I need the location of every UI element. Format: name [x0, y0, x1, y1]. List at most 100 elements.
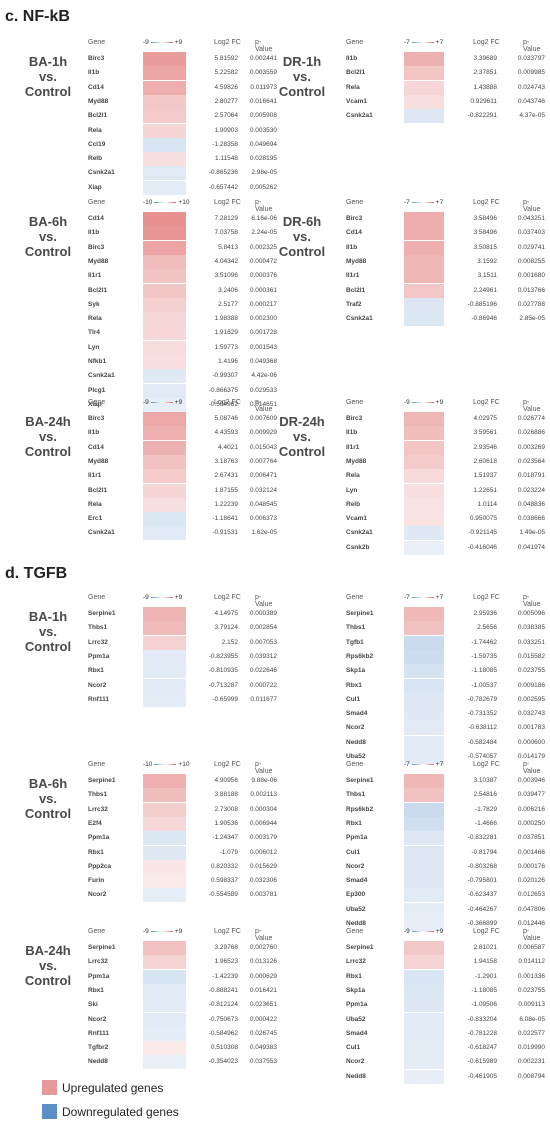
heatmap-cell — [404, 607, 444, 621]
pvalue-value: 0.003946 — [517, 777, 545, 784]
heatmap-cell — [143, 109, 186, 124]
column-header-gene: Gene — [346, 761, 364, 768]
scale-gradient — [411, 201, 434, 203]
log2fc-value: -0.81794 — [471, 848, 497, 856]
gene-label: Ncor2 — [346, 724, 365, 732]
pvalue-value: 0.000217 — [249, 300, 277, 308]
pvalue-value: 0.015629 — [249, 862, 277, 870]
gene-label: Myd88 — [88, 457, 109, 465]
heatmap-cell — [143, 1026, 186, 1041]
heatmap-cell — [404, 212, 444, 226]
pvalue-value: 0.002325 — [249, 243, 277, 251]
panel-title-line: vs. — [38, 69, 58, 84]
heatmap-cell — [404, 254, 444, 269]
heatmap-cell — [143, 774, 186, 788]
column-header-pvalue: p-Value — [523, 399, 541, 413]
heatmap-cell — [404, 664, 444, 679]
gene-label: Serpine1 — [88, 777, 116, 784]
heatmap-cell — [404, 426, 444, 441]
heatmap-cell — [404, 955, 444, 970]
scale-gradient — [411, 401, 434, 403]
pvalue-value: 0.000376 — [249, 272, 277, 280]
heatmap-cell — [404, 454, 444, 469]
gene-label: Il1r1 — [346, 443, 360, 451]
log2fc-value: 1.4196 — [218, 358, 238, 365]
heatmap-cell — [404, 1041, 444, 1056]
pvalue-value: 6.16e-06 — [251, 215, 277, 222]
panel-title-line: Control — [24, 806, 72, 821]
gene-label: Rps6kb2 — [346, 805, 374, 813]
log2fc-value: 3.59561 — [473, 429, 498, 437]
heatmap-cell — [143, 340, 186, 355]
heatmap-panel: Gene -7 +7 Log2 FC p-Value Serpine1 2.95936 0.0… — [262, 593, 545, 780]
pvalue-value: 0.002113 — [250, 791, 277, 799]
heatmap-cell — [143, 859, 186, 874]
heatmap-panel: Gene -7 +7 Log2 FC p-Value Serpine1 3.10387 0.0… — [262, 760, 545, 947]
gene-label: Cd14 — [88, 215, 104, 222]
pvalue-value: 0.043746 — [517, 97, 545, 105]
gene-label: Serpine1 — [88, 944, 116, 951]
panel-title-line: BA-24h — [25, 414, 71, 429]
gene-label: Lrrc32 — [346, 958, 366, 966]
heatmap-cell — [404, 998, 444, 1013]
gene-label: Serpine1 — [346, 610, 374, 617]
pvalue-value: 0.037553 — [249, 1058, 277, 1066]
pvalue-value: 0.003781 — [249, 891, 277, 899]
log2fc-value: 2.81021 — [473, 944, 498, 951]
column-header-gene: Gene — [346, 594, 364, 601]
heatmap-cell — [404, 774, 444, 788]
pvalue-value: 0.023564 — [517, 457, 545, 465]
pvalue-value: 0.006012 — [249, 848, 277, 856]
pvalue-value: 0.001336 — [517, 972, 545, 980]
color-scale: -7 +7 — [404, 761, 443, 768]
heatmap-cell — [143, 180, 186, 195]
pvalue-value: 0.043251 — [517, 215, 545, 222]
panel-title-line: DR-1h — [282, 54, 322, 69]
pvalue-value: 0.023755 — [517, 986, 545, 994]
pvalue-value: 0.029533 — [249, 386, 277, 394]
scale-gradient — [150, 930, 173, 932]
gene-label: Erc1 — [88, 515, 103, 523]
log2fc-value: -0.623437 — [467, 891, 497, 899]
log2fc-value: -0.554589 — [208, 891, 238, 899]
log2fc-value: 0.950075 — [469, 515, 497, 523]
log2fc-value: -0.823955 — [208, 652, 238, 660]
scale-min-label: -9 — [404, 928, 410, 935]
log2fc-value: -1.09506 — [471, 1001, 497, 1009]
panel-title: DR-6h vs. Control — [272, 214, 332, 259]
log2fc-value: 2.54816 — [473, 791, 498, 799]
gene-label: Nfkb1 — [88, 358, 107, 365]
column-header-log2fc: Log2 FC — [473, 199, 500, 206]
gene-label: Csnk2a1 — [88, 372, 115, 380]
column-header-log2fc: Log2 FC — [473, 399, 500, 406]
pvalue-value: 0.003559 — [249, 69, 277, 77]
log2fc-value: -0.921145 — [468, 529, 497, 537]
scale-min-label: -7 — [404, 594, 410, 601]
heatmap-cell — [143, 874, 186, 889]
pvalue-value: 9.88e-06 — [251, 777, 277, 784]
gene-label: Birc3 — [88, 415, 105, 422]
scale-gradient — [150, 596, 173, 598]
log2fc-value: 3.58496 — [473, 229, 498, 237]
scale-max-label: +9 — [435, 399, 444, 406]
pvalue-value: 1.62e-05 — [251, 529, 277, 537]
pvalue-value: 0.033251 — [517, 638, 545, 646]
gene-label: Ppm1a — [88, 834, 110, 842]
panel-title: BA-24h vs. Control — [18, 414, 78, 459]
log2fc-value: -1.18085 — [471, 667, 497, 675]
section-title: c. NF-kB — [5, 8, 70, 25]
color-scale: -9 +9 — [143, 39, 182, 46]
pvalue-value: 0.014651 — [249, 400, 277, 408]
pvalue-value: 0.000250 — [517, 819, 545, 827]
log2fc-value: -0.713287 — [208, 681, 238, 689]
gene-label: Smad4 — [346, 877, 368, 885]
pvalue-value: 0.000361 — [249, 286, 277, 294]
heatmap-cell — [143, 678, 186, 693]
pvalue-value: 0.049368 — [249, 358, 277, 365]
gene-label: Csnk2a1 — [346, 315, 373, 323]
heatmap-panel: BA-1h vs. Control Gene -9 +9 Log2 FC p-Value Bir… — [0, 38, 277, 211]
scale-gradient — [411, 41, 434, 43]
pvalue-value: 0.048836 — [517, 500, 545, 508]
column-header-gene: Gene — [88, 761, 106, 768]
pvalue-value: 0.002854 — [249, 624, 277, 632]
